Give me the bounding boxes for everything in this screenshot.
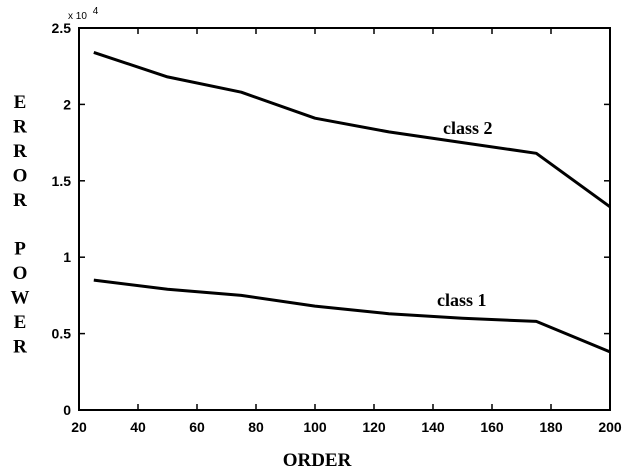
series-line-class-1 xyxy=(93,278,611,354)
y-tick-label: 1.5 xyxy=(52,173,72,189)
y-axis-label: E R R O R P O W E R xyxy=(11,92,30,358)
x-tick-label: 80 xyxy=(248,419,264,435)
y-tick-label: 1 xyxy=(63,249,71,265)
x-tick-label: 180 xyxy=(539,419,563,435)
plot-frame xyxy=(78,27,611,411)
x-tick-label: 60 xyxy=(189,419,205,435)
y-tick-label: 0.5 xyxy=(52,326,72,342)
y-axis: 0 0.5 1 1.5 2 2.5 xyxy=(52,20,610,418)
y-tick-label: 2 xyxy=(63,96,71,112)
x-tick-label: 100 xyxy=(303,419,327,435)
x-tick-label: 160 xyxy=(480,419,504,435)
y-tick-label: 2.5 xyxy=(52,20,72,36)
series-label-class-1: class 1 xyxy=(437,290,487,310)
series-label-class-2: class 2 xyxy=(443,118,493,138)
x-axis: 20 40 60 80 100 120 140 160 180 200 xyxy=(71,28,622,435)
y-exponent-label: x 10 4 xyxy=(68,6,99,22)
x-tick-label: 120 xyxy=(362,419,386,435)
series-line-class-2 xyxy=(93,50,611,209)
x-tick-label: 140 xyxy=(421,419,445,435)
x-axis-label: ORDER xyxy=(283,450,352,469)
y-tick-label: 0 xyxy=(63,402,71,418)
x-tick-label: 200 xyxy=(598,419,622,435)
x-tick-label: 20 xyxy=(71,419,87,435)
x-tick-label: 40 xyxy=(130,419,146,435)
series-layer xyxy=(93,50,611,354)
plot-area xyxy=(78,27,611,411)
